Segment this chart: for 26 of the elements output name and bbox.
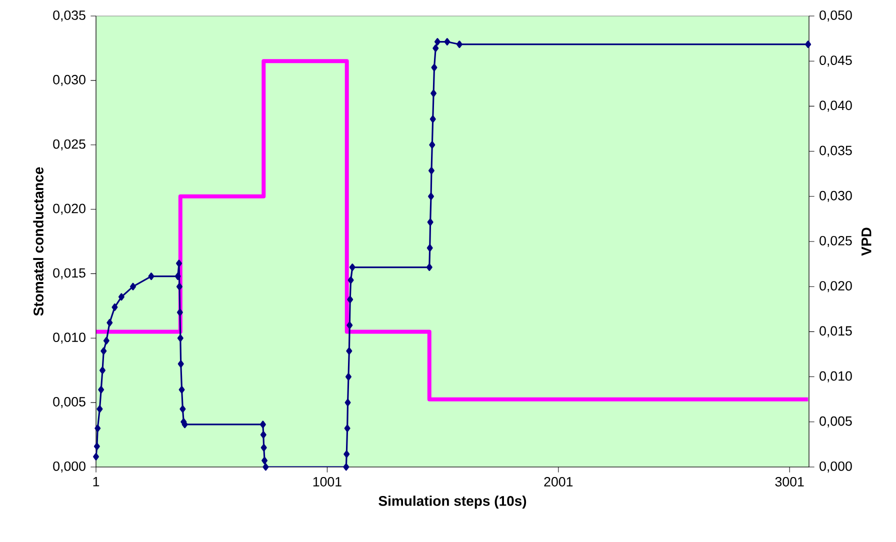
y2-tick-label: 0,035 — [820, 146, 852, 157]
y-tick-label: 0,010 — [53, 332, 86, 344]
y2-tick-label: 0,005 — [820, 416, 852, 428]
x-tick-label: 2001 — [544, 477, 573, 486]
y2-tick-label: 0,015 — [820, 326, 852, 338]
y2-tick-label: 0,025 — [820, 236, 852, 248]
x-tick-label: 1 — [93, 477, 100, 486]
y-tick-label: 0,030 — [53, 74, 86, 86]
y2-tick-label: 0,045 — [820, 56, 852, 67]
y2-tick-label: 0,020 — [820, 281, 852, 292]
y2-axis-title: VPD — [862, 228, 872, 256]
x-tick-label: 1001 — [313, 477, 342, 486]
y2-tick-label: 0,050 — [820, 10, 852, 22]
y2-tick-label: 0,000 — [820, 461, 852, 472]
y2-tick-label: 0,040 — [820, 100, 852, 112]
y-axis-title: Stomatal conductance — [33, 167, 44, 316]
x-tick-label: 3001 — [775, 477, 804, 486]
y-tick-label: 0,020 — [53, 204, 86, 215]
y-tick-label: 0,025 — [53, 139, 86, 150]
y-tick-label: 0,005 — [53, 397, 86, 408]
y-tick-label: 0,015 — [53, 268, 86, 280]
y2-tick-label: 0,010 — [820, 371, 852, 382]
x-axis-title: Simulation steps (10s) — [378, 496, 526, 509]
y-tick-label: 0,035 — [53, 10, 86, 22]
y2-tick-label: 0,030 — [820, 190, 852, 202]
y-tick-label: 0,000 — [53, 461, 86, 473]
